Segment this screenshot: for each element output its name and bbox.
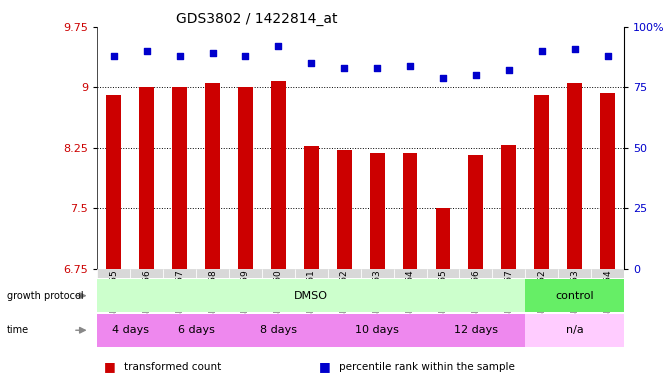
Text: GSM447361: GSM447361 [307,269,316,324]
Bar [130,269,163,278]
Point [273,43,284,49]
Bar [394,269,427,278]
Point [306,60,317,66]
Bar [534,95,549,269]
Bar [525,314,624,347]
Point [405,63,415,69]
Bar [591,269,624,278]
Text: GDS3802 / 1422814_at: GDS3802 / 1422814_at [176,12,338,26]
Text: GSM447358: GSM447358 [208,269,217,324]
Bar [403,153,417,269]
Point [536,48,547,54]
Text: n/a: n/a [566,325,584,335]
Text: GSM447355: GSM447355 [109,269,118,324]
Point [109,53,119,59]
Bar [435,208,450,269]
Point [503,67,514,73]
Bar [327,269,361,278]
Bar [370,153,384,269]
Bar [295,269,327,278]
Text: GSM447362: GSM447362 [340,269,349,324]
Point [437,74,448,81]
Text: GSM447356: GSM447356 [142,269,151,324]
Text: GSM447367: GSM447367 [505,269,513,324]
Point [174,53,185,59]
Bar [172,88,187,269]
Bar [600,93,615,269]
Bar [271,81,286,269]
Text: GSM447359: GSM447359 [241,269,250,324]
Bar [262,269,295,278]
Text: GSM447352: GSM447352 [537,269,546,324]
Text: GSM447353: GSM447353 [570,269,579,324]
Text: GSM447364: GSM447364 [405,269,415,324]
Point [339,65,350,71]
Text: 12 days: 12 days [454,325,498,335]
Text: ■: ■ [319,360,331,373]
Bar [97,279,525,312]
Text: ■: ■ [104,360,116,373]
Point [569,46,580,52]
Bar [106,95,121,269]
Text: transformed count: transformed count [124,362,221,372]
Bar [304,146,319,269]
Bar [238,88,253,269]
Text: time: time [7,325,29,335]
Bar [567,83,582,269]
Text: control: control [556,291,594,301]
Point [372,65,382,71]
Point [240,53,251,59]
Text: percentile rank within the sample: percentile rank within the sample [339,362,515,372]
Bar [229,269,262,278]
Bar [205,83,220,269]
Bar [468,155,483,269]
Bar [525,269,558,278]
Text: GSM447357: GSM447357 [175,269,184,324]
Text: 4 days: 4 days [111,325,149,335]
Text: 10 days: 10 days [355,325,399,335]
Text: GSM447360: GSM447360 [274,269,283,324]
Text: 8 days: 8 days [260,325,297,335]
Point [602,53,613,59]
Bar [140,88,154,269]
Text: GSM447366: GSM447366 [472,269,480,324]
Bar [196,269,229,278]
Bar [558,269,591,278]
Bar [493,269,525,278]
Point [207,50,218,56]
Bar [327,314,427,347]
Bar [337,150,352,269]
Text: growth protocol: growth protocol [7,291,83,301]
Bar [361,269,394,278]
Bar [525,279,624,312]
Bar [163,314,229,347]
Point [142,48,152,54]
Point [470,72,481,78]
Text: DMSO: DMSO [295,291,328,301]
Bar [97,269,130,278]
Bar [97,314,163,347]
Text: GSM447354: GSM447354 [603,269,612,324]
Bar [229,314,327,347]
Bar [460,269,493,278]
Bar [427,269,460,278]
Bar [163,269,196,278]
Text: GSM447365: GSM447365 [438,269,448,324]
Text: 6 days: 6 days [178,325,215,335]
Bar [427,314,525,347]
Bar [501,145,516,269]
Text: GSM447363: GSM447363 [372,269,382,324]
